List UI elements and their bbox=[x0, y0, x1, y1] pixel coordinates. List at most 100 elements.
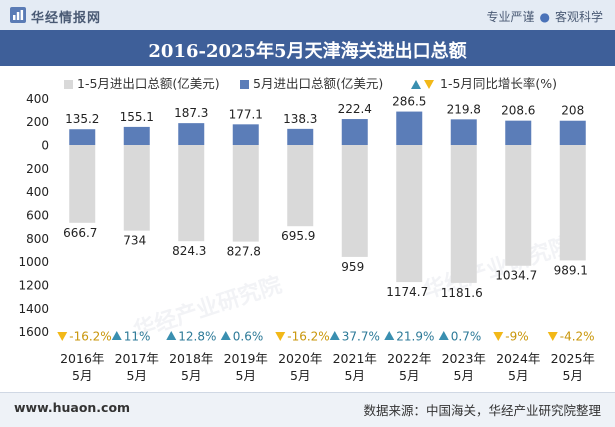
x-tick-label-year: 2021年 bbox=[333, 351, 377, 366]
footer-site: www.huaon.com bbox=[14, 400, 131, 415]
x-tick-label-year: 2024年 bbox=[496, 351, 540, 366]
bar-total bbox=[287, 145, 314, 227]
bar-may bbox=[123, 126, 150, 145]
data-label-may: 219.8 bbox=[447, 102, 481, 116]
legend-swatch-grey bbox=[64, 80, 73, 89]
y-tick-label: 400 bbox=[26, 92, 49, 106]
data-label-may: 135.2 bbox=[65, 112, 99, 126]
data-label-may: 286.5 bbox=[392, 95, 426, 109]
bar-may bbox=[450, 119, 477, 145]
growth-label: 12.8% bbox=[178, 330, 216, 344]
bar-total bbox=[450, 145, 477, 283]
data-label-total: 695.9 bbox=[281, 229, 315, 243]
growth-label: -9% bbox=[505, 330, 528, 344]
growth-up-marker bbox=[438, 331, 449, 340]
growth-up-marker bbox=[329, 331, 340, 340]
growth-label: -16.2% bbox=[287, 330, 329, 344]
bar-may bbox=[287, 128, 314, 145]
triangle-up-icon bbox=[411, 80, 421, 89]
header-bar bbox=[0, 0, 615, 30]
growth-label: 37.7% bbox=[342, 330, 380, 344]
data-label-total: 824.3 bbox=[172, 244, 206, 258]
y-tick-label: 600 bbox=[26, 209, 49, 223]
data-label-may: 222.4 bbox=[338, 102, 372, 116]
bar-total bbox=[559, 145, 586, 261]
chart-plot: 400 200 0 200 400 600 800 1000 1200 1400 1600 666.7… bbox=[18, 92, 595, 383]
x-tick-label-month: 5月 bbox=[236, 368, 256, 383]
bar-may bbox=[559, 120, 586, 145]
x-tick-label-year: 2017年 bbox=[115, 351, 159, 366]
growth-label: 21.9% bbox=[396, 330, 434, 344]
legend-label-growth: 1-5月同比增长率(%) bbox=[440, 76, 558, 91]
growth-up-marker bbox=[384, 331, 395, 340]
x-tick-label-year: 2019年 bbox=[224, 351, 268, 366]
legend-item-growth: 1-5月同比增长率(%) bbox=[411, 73, 557, 92]
legend-item-total: 1-5月进出口总额(亿美元) bbox=[64, 73, 220, 92]
x-tick-label-month: 5月 bbox=[345, 368, 365, 383]
data-label-total: 1174.7 bbox=[386, 285, 428, 299]
y-tick-label: 1400 bbox=[18, 302, 49, 316]
footer-bar bbox=[0, 393, 615, 427]
data-label-may: 177.1 bbox=[229, 107, 263, 121]
y-tick-label: 800 bbox=[26, 232, 49, 246]
x-tick-label-year: 2016年 bbox=[60, 351, 104, 366]
tagline-right: 客观科学 bbox=[554, 10, 603, 24]
data-label-total: 959 bbox=[341, 260, 364, 274]
y-tick-label: 200 bbox=[26, 115, 49, 129]
tagline-left: 专业严谨 bbox=[486, 10, 535, 24]
x-tick-label-month: 5月 bbox=[454, 368, 474, 383]
data-label-may: 138.3 bbox=[283, 112, 317, 126]
x-tick-label-year: 2025年 bbox=[551, 351, 595, 366]
x-tick-label-month: 5月 bbox=[399, 368, 419, 383]
dot-separator-icon: ● bbox=[539, 10, 550, 24]
title-bar bbox=[0, 30, 615, 66]
chart-title: 2016-2025年5月天津海关进出口总额 bbox=[148, 41, 467, 62]
bar-total bbox=[396, 145, 423, 283]
huajing-logo-icon bbox=[10, 7, 26, 23]
x-tick-label-month: 5月 bbox=[508, 368, 528, 383]
data-label-total: 827.8 bbox=[227, 245, 261, 259]
tagline: 专业严谨 ● 客观科学 bbox=[486, 8, 603, 25]
bar-total bbox=[341, 145, 368, 257]
y-tick-label: 400 bbox=[26, 185, 49, 199]
bar-may bbox=[396, 111, 423, 145]
growth-up-marker bbox=[220, 331, 231, 340]
data-label-total: 666.7 bbox=[63, 226, 97, 240]
growth-label: 0.6% bbox=[233, 330, 264, 344]
data-label-may: 155.1 bbox=[120, 110, 154, 124]
legend-swatch-blue bbox=[240, 80, 249, 89]
y-tick-label: 1600 bbox=[18, 325, 49, 339]
bar-total bbox=[232, 145, 259, 242]
footer-divider bbox=[0, 392, 615, 393]
bar-may bbox=[178, 123, 205, 145]
x-tick-label-year: 2022年 bbox=[387, 351, 431, 366]
growth-down-marker bbox=[57, 332, 68, 341]
x-tick-label-month: 5月 bbox=[290, 368, 310, 383]
bar-may bbox=[341, 119, 368, 145]
data-label-may: 208 bbox=[561, 104, 584, 118]
x-tick-label-month: 5月 bbox=[72, 368, 92, 383]
data-label-may: 208.6 bbox=[501, 104, 535, 118]
data-label-may: 187.3 bbox=[174, 106, 208, 120]
growth-label: 0.7% bbox=[451, 330, 482, 344]
growth-up-marker bbox=[111, 331, 122, 340]
y-tick-label: 1000 bbox=[18, 255, 49, 269]
growth-down-marker bbox=[493, 332, 504, 341]
growth-down-marker bbox=[275, 332, 286, 341]
footer-source: 数据来源：中国海关，华经产业研究院整理 bbox=[363, 403, 601, 418]
growth-down-marker bbox=[547, 332, 558, 341]
bar-may bbox=[232, 124, 259, 145]
legend-label-total: 1-5月进出口总额(亿美元) bbox=[77, 76, 220, 91]
bar-total bbox=[178, 145, 205, 242]
data-label-total: 989.1 bbox=[554, 263, 588, 277]
growth-label: 11% bbox=[124, 330, 151, 344]
bar-total bbox=[505, 145, 532, 266]
triangle-down-icon bbox=[424, 80, 434, 89]
x-tick-label-year: 2020年 bbox=[278, 351, 322, 366]
x-tick-label-month: 5月 bbox=[127, 368, 147, 383]
x-tick-label-year: 2023年 bbox=[442, 351, 486, 366]
legend-label-may: 5月进出口总额(亿美元) bbox=[253, 76, 384, 91]
data-label-total: 1034.7 bbox=[495, 269, 537, 283]
chart-legend: 1-5月进出口总额(亿美元) 5月进出口总额(亿美元) 1-5月同比增长率(%) bbox=[0, 73, 615, 91]
bar-may bbox=[69, 129, 96, 145]
